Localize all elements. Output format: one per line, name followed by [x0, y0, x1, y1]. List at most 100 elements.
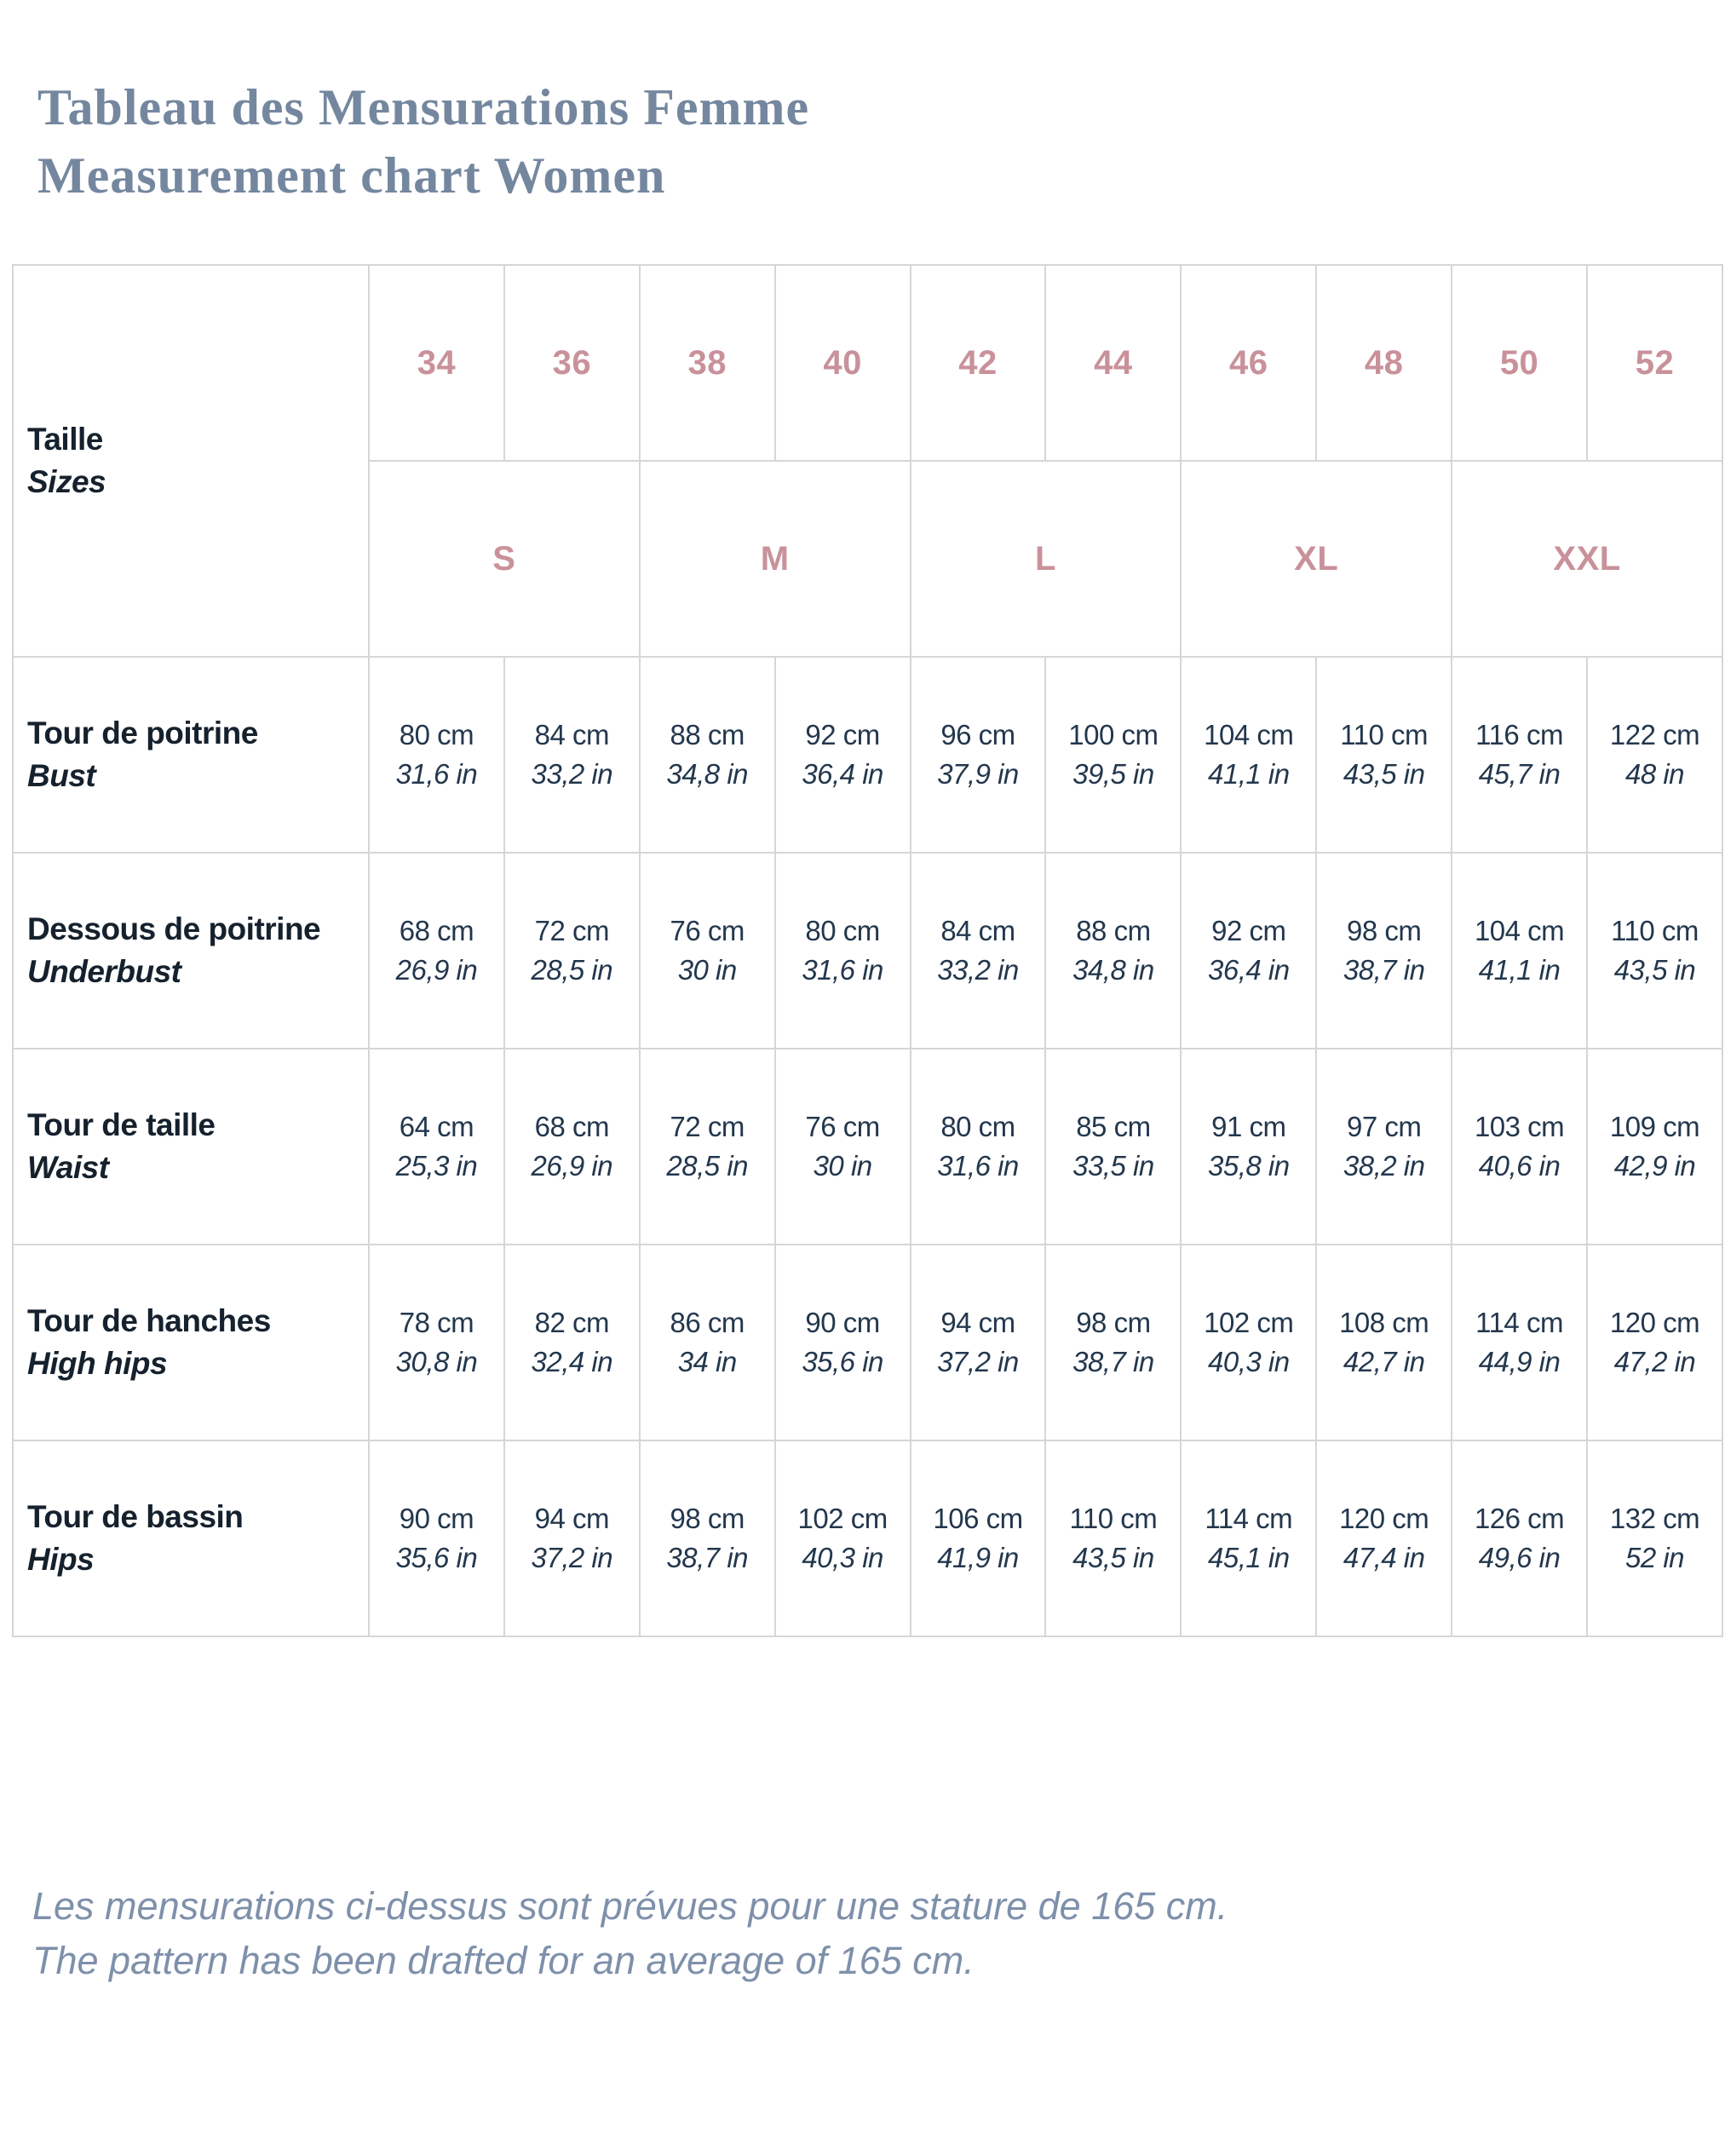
measurement-value-cell: 120 cm 47,4 in: [1315, 1440, 1453, 1637]
measurement-label-en: Underbust: [27, 954, 181, 989]
value-cm: 94 cm: [940, 1307, 1015, 1338]
value-cm: 103 cm: [1474, 1111, 1565, 1142]
value-in: 36,4 in: [1207, 954, 1290, 986]
value-in: 39,5 in: [1072, 758, 1154, 790]
value-in: 38,2 in: [1343, 1150, 1425, 1181]
value-in: 36,4 in: [802, 758, 883, 790]
value-in: 41,9 in: [937, 1542, 1019, 1573]
value-cm: 120 cm: [1339, 1503, 1429, 1534]
measurement-value-cell: 72 cm 28,5 in: [503, 852, 641, 1049]
value-cm: 78 cm: [399, 1307, 474, 1338]
value-in: 45,7 in: [1478, 758, 1561, 790]
page-title: Tableau des Mensurations Femme Measureme…: [37, 73, 809, 210]
size-header-34: 34: [368, 264, 505, 462]
measurement-value-cell: 102 cm 40,3 in: [1180, 1244, 1318, 1441]
page-title-line-en: Measurement chart Women: [37, 147, 666, 204]
measurement-value-cell: 132 cm 52 in: [1586, 1440, 1723, 1637]
page-title-line-fr: Tableau des Mensurations Femme: [37, 79, 810, 135]
measurement-value-cell: 114 cm 44,9 in: [1451, 1244, 1589, 1441]
measurement-value-cell: 92 cm 36,4 in: [773, 656, 911, 854]
value-in: 30 in: [813, 1150, 873, 1181]
measurement-value-cell: 88 cm 34,8 in: [1044, 852, 1182, 1049]
measurement-label-cell: Dessous de poitrine Underbust: [12, 852, 370, 1049]
value-cm: 98 cm: [670, 1503, 745, 1534]
value-in: 33,5 in: [1072, 1150, 1154, 1181]
measurement-value-cell: 98 cm 38,7 in: [638, 1440, 776, 1637]
measurement-label-fr: Tour de hanches: [27, 1303, 271, 1338]
value-cm: 92 cm: [1211, 915, 1286, 946]
value-cm: 120 cm: [1609, 1307, 1700, 1338]
measurement-value-cell: 90 cm 35,6 in: [773, 1244, 911, 1441]
measurement-value-cell: 80 cm 31,6 in: [368, 656, 505, 854]
value-in: 31,6 in: [937, 1150, 1019, 1181]
value-in: 49,6 in: [1478, 1542, 1561, 1573]
measurement-value-cell: 104 cm 41,1 in: [1180, 656, 1318, 854]
value-cm: 104 cm: [1474, 915, 1565, 946]
value-in: 34,8 in: [1072, 954, 1154, 986]
measurement-value-cell: 84 cm 33,2 in: [909, 852, 1047, 1049]
measurement-value-cell: 91 cm 35,8 in: [1180, 1048, 1318, 1245]
value-cm: 114 cm: [1475, 1307, 1563, 1338]
measurement-value-cell: 86 cm 34 in: [638, 1244, 776, 1441]
size-header-42: 42: [909, 264, 1047, 462]
measurement-value-cell: 122 cm 48 in: [1586, 656, 1723, 854]
value-in: 42,7 in: [1343, 1346, 1425, 1377]
value-in: 28,5 in: [666, 1150, 749, 1181]
value-cm: 102 cm: [1204, 1307, 1294, 1338]
value-in: 37,2 in: [531, 1542, 613, 1573]
value-in: 33,2 in: [937, 954, 1019, 986]
size-number-row: Taille Sizes 34 36 38 40 42 44 46 48 50 52: [12, 264, 1723, 658]
value-cm: 86 cm: [670, 1307, 745, 1338]
value-cm: 122 cm: [1609, 719, 1700, 750]
value-in: 35,6 in: [395, 1542, 478, 1573]
value-cm: 84 cm: [940, 915, 1015, 946]
value-cm: 88 cm: [670, 719, 745, 750]
value-cm: 68 cm: [534, 1111, 610, 1142]
measurement-label-cell: Tour de taille Waist: [12, 1048, 370, 1245]
value-cm: 97 cm: [1346, 1111, 1422, 1142]
value-in: 52 in: [1624, 1542, 1685, 1573]
footer-note: Les mensurations ci-dessus sont prévues …: [32, 1879, 1228, 1988]
value-in: 38,7 in: [1343, 954, 1425, 986]
size-header-48: 48: [1315, 264, 1453, 462]
value-in: 32,4 in: [531, 1346, 613, 1377]
value-in: 25,3 in: [395, 1150, 478, 1181]
measurement-value-cell: 103 cm 40,6 in: [1451, 1048, 1589, 1245]
value-in: 44,9 in: [1478, 1346, 1561, 1377]
measurement-value-cell: 84 cm 33,2 in: [503, 656, 641, 854]
value-cm: 80 cm: [399, 719, 474, 750]
value-in: 40,6 in: [1478, 1150, 1561, 1181]
value-in: 31,6 in: [802, 954, 883, 986]
value-in: 43,5 in: [1343, 758, 1425, 790]
value-in: 40,3 in: [802, 1542, 883, 1573]
size-header-36: 36: [503, 264, 641, 462]
value-in: 34 in: [677, 1346, 738, 1377]
value-in: 37,2 in: [937, 1346, 1019, 1377]
value-in: 34,8 in: [666, 758, 749, 790]
measurement-value-cell: 76 cm 30 in: [773, 1048, 911, 1245]
value-cm: 116 cm: [1475, 719, 1563, 750]
value-cm: 109 cm: [1609, 1111, 1700, 1142]
measurement-value-cell: 78 cm 30,8 in: [368, 1244, 505, 1441]
value-cm: 96 cm: [940, 719, 1015, 750]
measurement-value-cell: 116 cm 45,7 in: [1451, 656, 1589, 854]
corner-label-en: Sizes: [27, 464, 106, 499]
value-cm: 82 cm: [534, 1307, 610, 1338]
value-in: 26,9 in: [395, 954, 478, 986]
measurement-value-cell: 88 cm 34,8 in: [638, 656, 776, 854]
measurement-label-en: Bust: [27, 758, 96, 793]
value-cm: 90 cm: [399, 1503, 474, 1534]
measurement-label-en: High hips: [27, 1346, 168, 1381]
measurement-value-cell: 106 cm 41,9 in: [909, 1440, 1047, 1637]
value-cm: 108 cm: [1339, 1307, 1429, 1338]
value-in: 35,8 in: [1207, 1150, 1290, 1181]
measurement-row: Tour de hanches High hips 78 cm 30,8 in 82 c…: [12, 1244, 1723, 1441]
value-cm: 91 cm: [1211, 1111, 1286, 1142]
value-cm: 92 cm: [805, 719, 880, 750]
measurement-value-cell: 92 cm 36,4 in: [1180, 852, 1318, 1049]
measurement-value-cell: 114 cm 45,1 in: [1180, 1440, 1318, 1637]
value-in: 48 in: [1624, 758, 1685, 790]
value-in: 38,7 in: [1072, 1346, 1154, 1377]
measurement-value-cell: 76 cm 30 in: [638, 852, 776, 1049]
value-cm: 76 cm: [805, 1111, 880, 1142]
